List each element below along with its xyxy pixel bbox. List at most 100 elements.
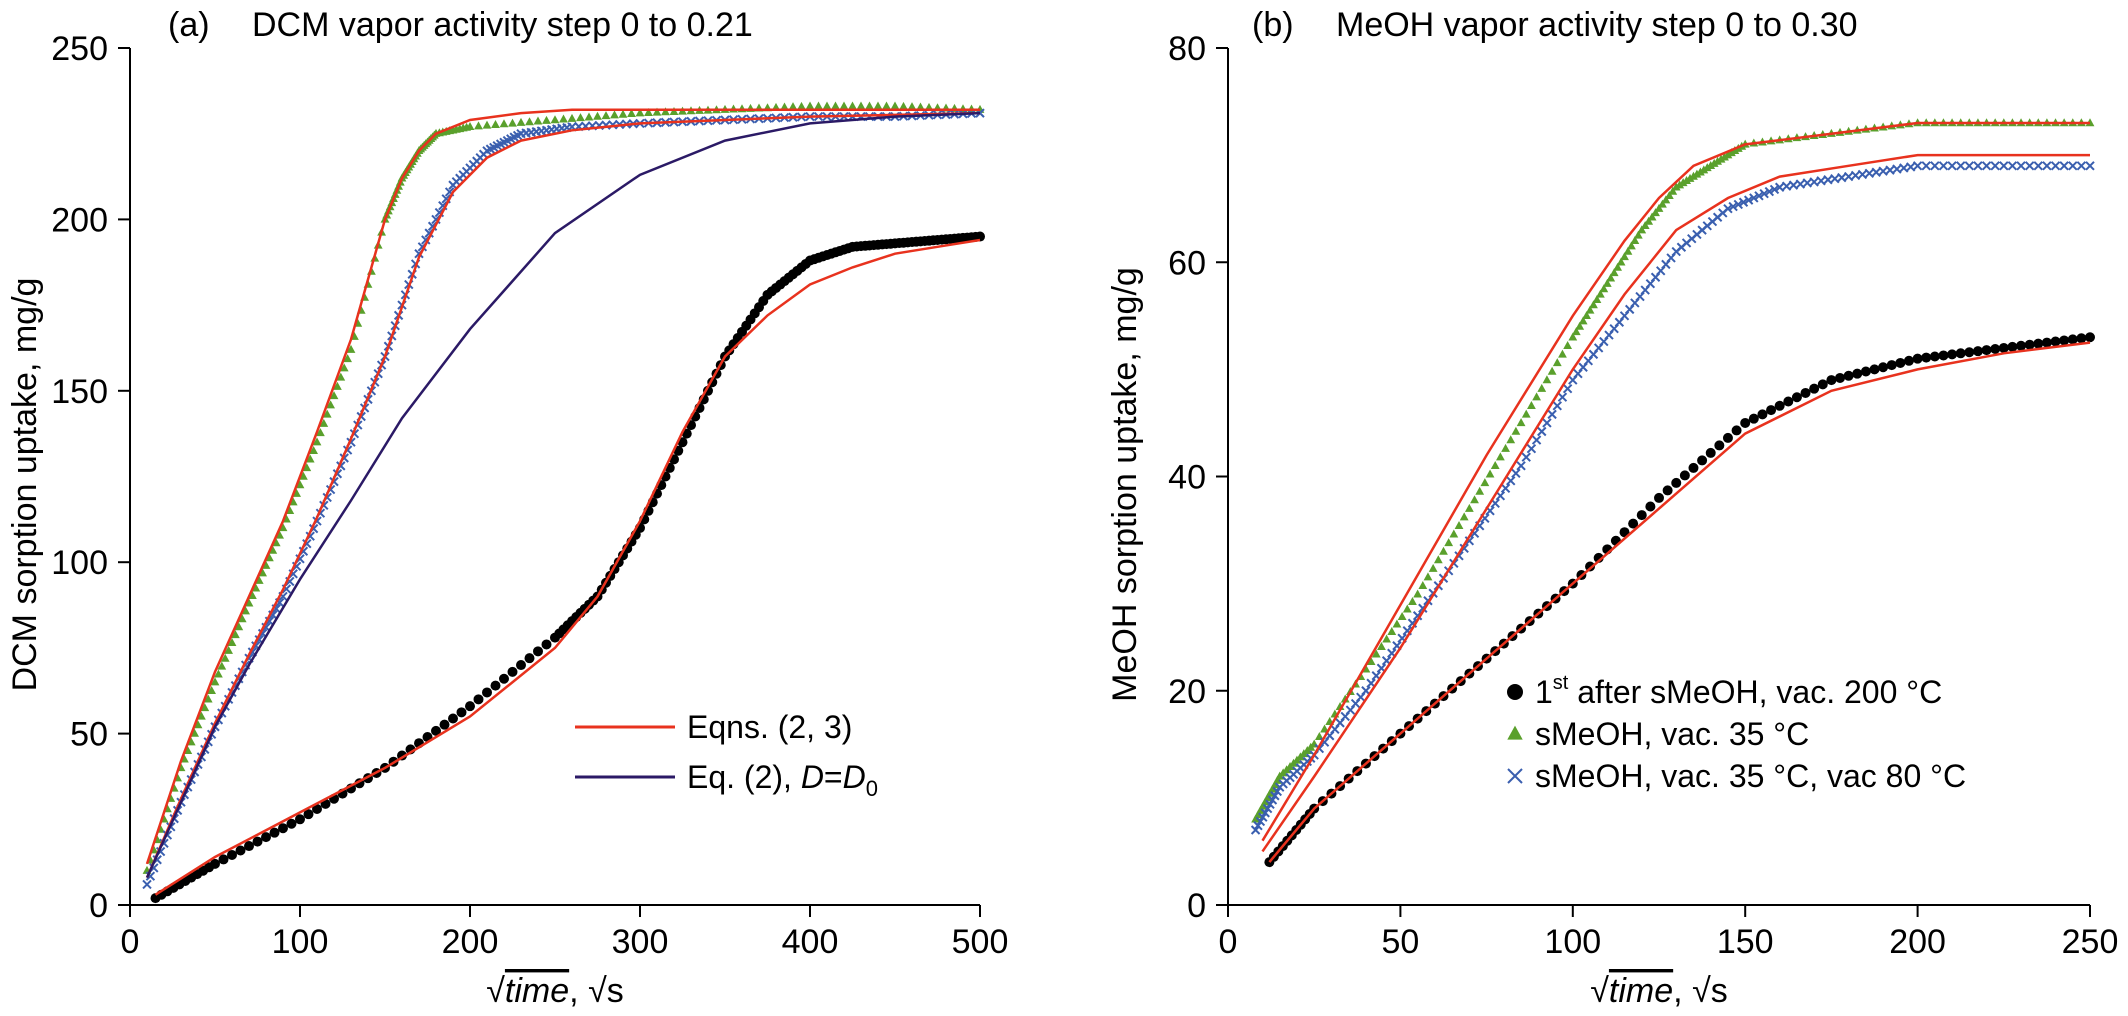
data-point (1759, 188, 1769, 199)
data-point (1627, 241, 1636, 250)
data-point (1506, 435, 1516, 444)
data-point (533, 646, 543, 657)
x-axis-label: √time, √s (486, 972, 623, 1010)
data-point (1716, 154, 1726, 163)
data-point (234, 622, 244, 631)
data-point (465, 701, 475, 712)
data-point (1547, 366, 1557, 375)
data-point (448, 713, 458, 724)
data-point (278, 523, 288, 532)
data-point (1749, 193, 1759, 203)
data-point (508, 118, 517, 127)
series-3 (145, 108, 980, 865)
data-point (1511, 426, 1521, 435)
data-point (1272, 775, 1282, 784)
data-point (1912, 353, 1923, 364)
x-tick-label: 50 (1381, 923, 1419, 961)
data-point (1757, 409, 1768, 420)
data-point (1912, 161, 1923, 171)
data-point (1955, 348, 1966, 359)
data-point (1585, 561, 1596, 572)
data-point (1743, 195, 1754, 205)
data-point (1613, 262, 1623, 271)
data-point (322, 409, 332, 418)
data-point (873, 101, 883, 110)
data-point (207, 685, 216, 694)
data-point (1433, 555, 1443, 564)
data-point (1647, 212, 1657, 221)
data-point (326, 400, 335, 409)
data-point (822, 101, 832, 110)
data-point (2067, 334, 2078, 345)
data-point (339, 363, 349, 372)
data-point (1256, 805, 1265, 814)
data-point (2033, 161, 2043, 171)
data-point (299, 471, 308, 480)
data-point (550, 115, 560, 124)
data-point (1270, 780, 1280, 789)
data-point (1537, 383, 1547, 392)
chart-title: DCM vapor activity step 0 to 0.21 (252, 6, 753, 44)
data-point (333, 381, 342, 390)
data-point (1955, 161, 1966, 171)
data-point (1671, 477, 1682, 488)
data-point (1903, 355, 1914, 366)
data-point (1542, 375, 1552, 384)
data-point (1470, 495, 1479, 504)
data-point (237, 614, 247, 623)
x-tick-label: 150 (1717, 923, 1774, 961)
fit-line (154, 238, 981, 896)
data-point (1651, 208, 1660, 217)
data-point (1981, 345, 1992, 356)
data-point (269, 827, 280, 838)
data-point (1723, 203, 1733, 214)
data-point (1606, 273, 1616, 282)
data-point (1464, 536, 1475, 546)
data-point (975, 231, 985, 242)
data-point (248, 590, 257, 599)
data-point (2050, 336, 2061, 347)
data-point (1921, 352, 1932, 363)
data-point (1537, 426, 1547, 437)
data-point (856, 101, 866, 110)
x-tick-label: 250 (2062, 923, 2119, 961)
data-point (197, 711, 206, 720)
data-point (499, 673, 509, 684)
data-point (1475, 486, 1485, 495)
data-point (831, 101, 840, 110)
data-point (541, 639, 552, 650)
data-point (533, 116, 543, 125)
data-point (1454, 520, 1464, 529)
data-point (2050, 161, 2061, 171)
data-point (1428, 563, 1438, 572)
data-point (2033, 338, 2044, 349)
data-point (482, 120, 492, 129)
data-point (1852, 368, 1863, 379)
fit-line (145, 108, 980, 865)
data-point (1714, 440, 1725, 451)
series-6 (154, 238, 981, 896)
y-tick-label: 150 (51, 373, 108, 411)
data-point (1557, 392, 1568, 402)
series-4 (1261, 153, 2090, 853)
data-point (431, 725, 441, 736)
data-point (1531, 435, 1542, 445)
data-point (797, 101, 806, 110)
data-point (336, 372, 346, 381)
data-point (258, 568, 267, 577)
data-point (1511, 468, 1521, 478)
data-point (1516, 461, 1526, 471)
fit-line (1268, 341, 2091, 863)
data-point (1630, 236, 1640, 245)
data-point (1706, 161, 1716, 170)
data-point (1616, 257, 1626, 266)
data-point (261, 560, 271, 569)
data-point (465, 122, 475, 131)
data-point (1571, 327, 1581, 336)
data-point (316, 428, 325, 437)
data-point (567, 113, 577, 122)
data-point (805, 101, 815, 110)
fit-line (145, 111, 981, 879)
legend-item: sMeOH, vac. 35 °C, vac 80 °C (1507, 758, 1966, 794)
data-point (1585, 305, 1595, 314)
